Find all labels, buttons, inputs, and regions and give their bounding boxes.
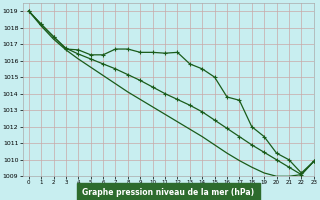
X-axis label: Graphe pression niveau de la mer (hPa): Graphe pression niveau de la mer (hPa)	[82, 188, 254, 197]
